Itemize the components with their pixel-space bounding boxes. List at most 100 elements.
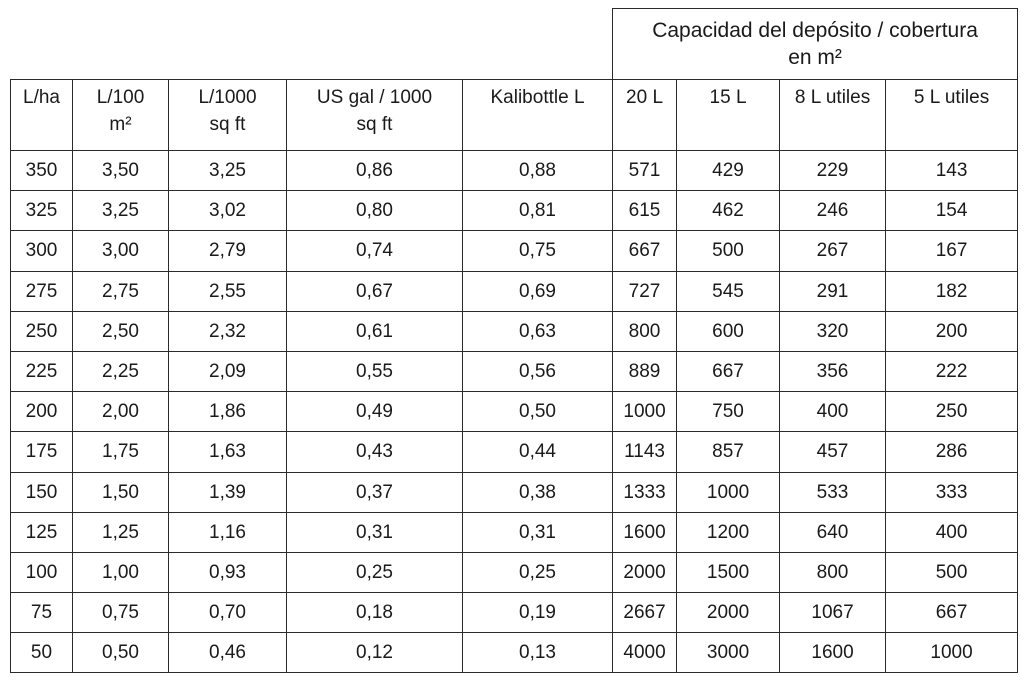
table-cell: 457 [779,431,887,473]
col-header-line: L/ha [23,87,60,108]
table-cell: 150 [10,471,73,513]
table-cell: 1,25 [72,511,169,553]
col-header-line: L/100 [96,87,145,108]
table-cell: 0,49 [286,391,463,433]
table-cell: 333 [885,471,1019,513]
table-cell: 1,50 [72,471,169,513]
col-header-l-100m2: L/100 m² [72,79,169,151]
table-cell: 0,93 [168,551,287,594]
table-cell: 229 [779,149,887,192]
table-row: 350 3,50 3,25 0,86 0,88 571 429 229 143 [10,149,1019,192]
table-cell: 2,50 [72,310,169,352]
table-cell: 0,81 [461,190,614,232]
tank-capacity-header-line2: en m² [788,46,842,69]
table-cell: 667 [612,230,678,272]
table-cell: 0,75 [461,230,614,272]
col-header-l-1000sqft: L/1000 sq ft [168,79,287,151]
table-cell: 0,25 [461,551,614,594]
table-cell: 857 [676,431,781,473]
col-header-line: Kalibottle L [490,87,585,108]
table-cell: 0,13 [461,632,614,674]
table-cell: 286 [885,431,1019,473]
table-cell: 175 [10,431,73,473]
col-header-8l-utiles: 8 L utiles [779,79,887,151]
table-cell: 615 [612,190,678,232]
table-cell: 1000 [676,471,781,513]
table-cell: 200 [885,310,1019,352]
table-cell: 462 [676,190,781,232]
table-cell: 246 [779,190,887,232]
col-header-line: 15 L [709,87,747,108]
col-header-15l: 15 L [676,79,781,151]
table-cell: 1000 [612,391,678,433]
table-cell: 1500 [676,551,781,594]
table-cell: 2000 [676,592,781,634]
table-row: 175 1,75 1,63 0,43 0,44 1143 857 457 286 [10,431,1019,473]
table-cell: 533 [779,471,887,513]
col-header-5l-utiles: 5 L utiles [885,79,1019,151]
table-cell: 1,00 [72,551,169,594]
group-header-row: Capacidad del depósito / cobertura en m² [11,8,1019,80]
table-cell: 2,25 [72,350,169,393]
table-cell: 0,12 [286,632,463,674]
table-cell: 0,61 [286,310,463,352]
table-cell: 3,25 [72,190,169,232]
table-cell: 1067 [779,592,887,634]
table-cell: 0,70 [168,592,287,634]
table-row: 150 1,50 1,39 0,37 0,38 1333 1000 533 33… [10,471,1019,513]
table-row: 225 2,25 2,09 0,55 0,56 889 667 356 222 [10,350,1019,393]
table-cell: 3000 [676,632,781,674]
table-cell: 1143 [612,431,678,473]
table-cell: 2667 [612,592,678,634]
table-cell: 4000 [612,632,678,674]
group-header-spacer [11,9,613,80]
col-header-line: 5 L utiles [913,87,990,108]
table-cell: 667 [676,350,781,393]
table-cell: 545 [676,270,781,312]
col-header-line: 20 L [626,87,664,108]
table-cell: 1,75 [72,431,169,473]
table-cell: 291 [779,270,887,312]
table-cell: 143 [885,149,1019,192]
table-cell: 400 [885,511,1019,553]
col-header-l-ha: L/ha [10,79,73,151]
table-cell: 250 [885,391,1019,433]
tank-capacity-header: Capacidad del depósito / cobertura en m² [612,8,1019,80]
table-cell: 1333 [612,471,678,513]
tank-capacity-header-line1: Capacidad del depósito / cobertura [652,19,978,42]
table-row: 300 3,00 2,79 0,74 0,75 667 500 267 167 [10,230,1019,272]
col-header-kalibottle: Kalibottle L [461,79,614,151]
table-cell: 267 [779,230,887,272]
table-cell: 600 [676,310,781,352]
table-cell: 3,50 [72,149,169,192]
table-cell: 100 [10,551,73,594]
table-cell: 0,55 [286,350,463,393]
table-cell: 0,67 [286,270,463,312]
table-cell: 3,02 [168,190,287,232]
table-cell: 0,37 [286,471,463,513]
table-cell: 429 [676,149,781,192]
table-cell: 1600 [779,632,887,674]
table-row: 325 3,25 3,02 0,80 0,81 615 462 246 154 [10,190,1019,232]
table-body: 350 3,50 3,25 0,86 0,88 571 429 229 143 … [10,149,1019,674]
table-row: 200 2,00 1,86 0,49 0,50 1000 750 400 250 [10,391,1019,433]
table-cell: 2,75 [72,270,169,312]
table-cell: 0,69 [461,270,614,312]
table-cell: 640 [779,511,887,553]
table-cell: 320 [779,310,887,352]
table-cell: 167 [885,230,1019,272]
table-row: 250 2,50 2,32 0,61 0,63 800 600 320 200 [10,310,1019,352]
table-cell: 0,38 [461,471,614,513]
column-header-row: L/ha L/100 m² L/1000 sq ft US gal / 1000… [10,79,1019,151]
table-cell: 325 [10,190,73,232]
table-cell: 750 [676,391,781,433]
table-cell: 0,31 [286,511,463,553]
table-row: 100 1,00 0,93 0,25 0,25 2000 1500 800 50… [10,551,1019,594]
table-cell: 182 [885,270,1019,312]
table-row: 75 0,75 0,70 0,18 0,19 2667 2000 1067 66… [10,592,1019,634]
table-cell: 800 [779,551,887,594]
table-cell: 0,31 [461,511,614,553]
table-cell: 0,75 [72,592,169,634]
table-cell: 2,32 [168,310,287,352]
table-cell: 0,25 [286,551,463,594]
